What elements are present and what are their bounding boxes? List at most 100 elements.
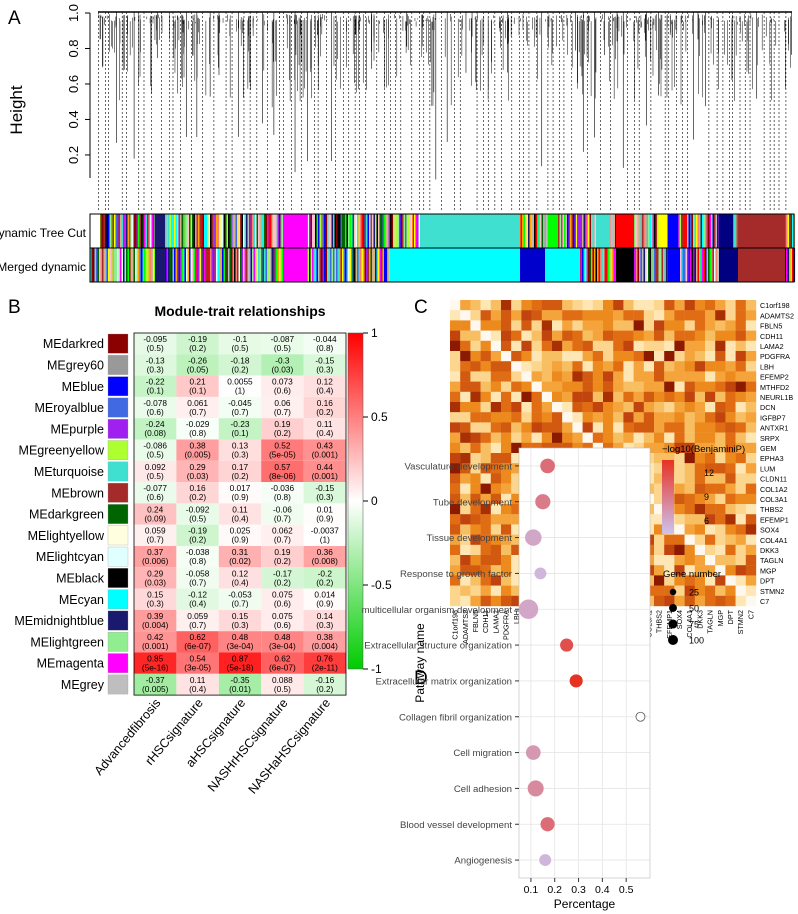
corr-cell <box>725 371 736 382</box>
corr-cell <box>745 402 757 413</box>
strip-cell <box>169 214 172 248</box>
strip-cell <box>220 214 223 248</box>
corr-cell <box>735 483 746 494</box>
strip-cell <box>109 248 112 282</box>
corr-cell <box>705 412 716 423</box>
corr-cell <box>745 412 757 423</box>
corr-cell <box>501 310 512 321</box>
strip-cell <box>114 214 116 248</box>
corr-cell <box>684 585 695 596</box>
strip-cell <box>307 248 310 282</box>
corr-cell <box>725 463 736 474</box>
strip-cell <box>417 214 419 248</box>
corr-cell <box>531 320 542 331</box>
corr-cell <box>582 412 593 423</box>
corr-cell <box>613 330 624 341</box>
corr-cell <box>562 300 573 311</box>
cell-correlation: 0.62 <box>190 632 207 642</box>
strip-cell <box>343 214 346 248</box>
corr-cell <box>470 340 481 352</box>
corr-cell <box>521 412 532 423</box>
corr-cell <box>694 585 706 596</box>
corr-cell <box>562 391 573 403</box>
strip-cell <box>325 248 328 282</box>
strip-cell <box>256 214 259 248</box>
corr-cell <box>745 381 757 392</box>
corr-cell <box>654 391 665 403</box>
corr-cell <box>715 351 726 362</box>
strip-cell <box>651 214 653 248</box>
cell-pvalue: (0.3) <box>316 364 333 374</box>
strip-cell <box>355 248 358 282</box>
corr-cell <box>582 340 593 352</box>
strip-cell <box>178 214 181 248</box>
size-legend-title: Gene number <box>663 569 721 580</box>
corr-cell <box>541 361 553 372</box>
strip-cell <box>561 214 563 248</box>
strip-cell <box>678 214 680 248</box>
corr-cell <box>490 473 502 484</box>
strip-cell <box>649 214 652 248</box>
cell-correlation: -0.2 <box>318 568 333 578</box>
gene-row-label: DCN <box>760 403 776 412</box>
strip-cell <box>309 214 311 248</box>
heatmap-cell <box>303 482 346 504</box>
corr-cell <box>735 595 746 607</box>
strip-cell <box>333 248 335 282</box>
corr-cell <box>603 381 614 392</box>
corr-cell <box>582 320 593 331</box>
strip-cell <box>151 214 154 248</box>
corr-cell <box>501 320 512 331</box>
corr-cell <box>552 402 563 413</box>
corr-cell <box>694 565 706 576</box>
xtick-label: 0.4 <box>595 884 610 896</box>
strip-cell <box>270 248 272 282</box>
corr-cell <box>470 524 481 535</box>
strip-cell <box>523 214 526 248</box>
strip-cell <box>150 248 152 282</box>
corr-cell <box>562 381 573 392</box>
strip-cell <box>196 214 199 248</box>
strip-cell <box>127 214 130 248</box>
strip-cell <box>526 214 529 248</box>
corr-cell <box>480 585 491 596</box>
strip-cell <box>132 248 134 282</box>
corr-cell <box>694 514 706 525</box>
corr-cell <box>470 565 481 576</box>
heatmap-cell <box>303 524 346 546</box>
strip-cell <box>208 248 211 282</box>
strip-cell <box>786 214 788 248</box>
cell-correlation: 0.15 <box>232 611 249 621</box>
corr-cell <box>592 391 604 403</box>
panel-c-letter: C <box>414 297 428 318</box>
corr-cell <box>501 422 512 433</box>
cell-pvalue: (0.5) <box>274 343 291 353</box>
corr-cell <box>674 442 685 454</box>
strip-cell <box>708 214 710 248</box>
strip-cell <box>537 214 539 248</box>
corr-cell <box>735 524 746 535</box>
strip-cell <box>315 248 317 282</box>
corr-cell <box>735 473 746 484</box>
corr-cell <box>694 524 706 535</box>
gene-row-label: MTHFD2 <box>760 383 789 392</box>
strip-cell <box>142 248 145 282</box>
corr-cell <box>705 453 716 464</box>
cell-correlation: 0.088 <box>272 675 293 685</box>
strip-cell <box>90 248 92 282</box>
yaxis-title: Pathway name <box>413 623 427 703</box>
corr-cell <box>480 310 491 321</box>
corr-cell <box>684 575 695 586</box>
corr-cell <box>511 412 522 423</box>
corr-cell <box>582 310 593 321</box>
corr-cell <box>664 534 675 545</box>
strip-cell <box>174 248 176 282</box>
gene-row-label: COL3A1 <box>760 495 788 504</box>
trait-label: NASHaHSCsignature <box>246 696 334 797</box>
corr-cell <box>603 371 614 382</box>
cell-pvalue: (0.01) <box>229 684 251 694</box>
cell-correlation: -0.37 <box>146 675 165 685</box>
corr-cell <box>582 381 593 392</box>
corr-cell <box>460 473 471 484</box>
corr-cell <box>480 565 491 576</box>
